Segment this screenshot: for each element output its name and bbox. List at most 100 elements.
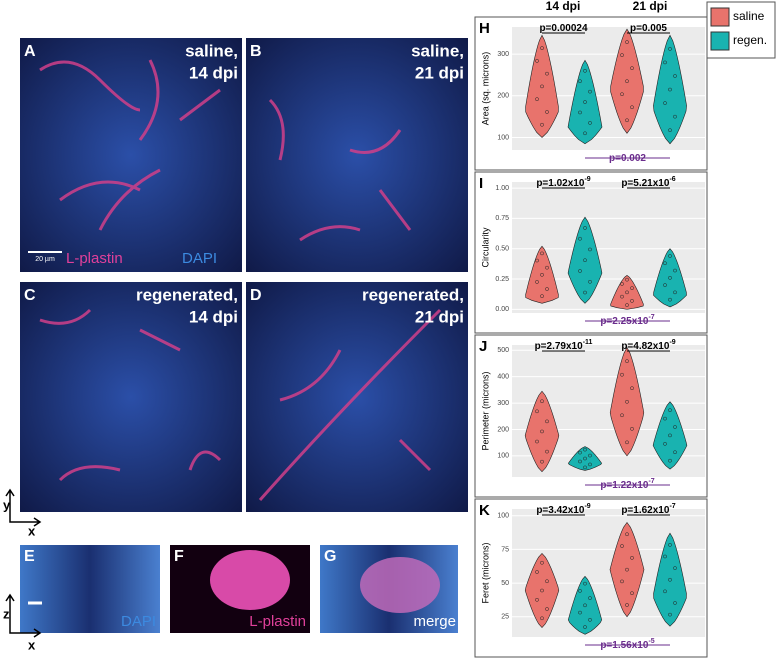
data-point: [625, 567, 629, 572]
panel-caption: 21 dpi: [415, 307, 464, 326]
data-point: [668, 254, 672, 258]
data-point: [630, 386, 634, 391]
data-point: [668, 433, 672, 438]
p-text: p=0.005: [630, 23, 667, 34]
data-point: [583, 131, 587, 136]
data-point: [535, 439, 539, 444]
data-point: [663, 101, 667, 105]
data-point: [630, 591, 634, 596]
data-point: [578, 610, 582, 615]
data-point: [668, 577, 672, 582]
y-tick-label: 75: [501, 546, 509, 553]
data-point: [540, 46, 544, 50]
data-point: [663, 416, 667, 421]
data-point: [668, 87, 672, 92]
p-value: p=0.005: [630, 23, 667, 34]
axis-arrows: [5, 488, 42, 638]
p-exponent: -7: [648, 314, 654, 321]
data-point: [673, 268, 677, 273]
violin: [524, 390, 560, 473]
y-tick-label: 200: [497, 93, 509, 100]
data-point: [588, 247, 592, 252]
y-tick-label: 0.00: [495, 306, 509, 313]
data-point: [625, 532, 629, 537]
data-point: [583, 258, 587, 263]
data-point: [540, 294, 544, 299]
data-point: [588, 89, 592, 94]
data-point: [663, 60, 667, 65]
p-text: p=4.82x10: [621, 341, 670, 352]
data-point: [668, 543, 672, 547]
data-point: [583, 625, 587, 629]
p-text: p=0.002: [609, 153, 646, 164]
data-point: [535, 409, 539, 414]
axis-label: y: [3, 497, 11, 512]
p-value: p=0.00024: [539, 23, 588, 34]
y-axis-label: Feret (microns): [480, 542, 490, 603]
scale-label: 20 µm: [35, 256, 55, 263]
violin: [609, 347, 645, 457]
data-point: [620, 282, 624, 286]
y-tick-label: 0.75: [495, 215, 509, 222]
data-point: [668, 612, 672, 617]
data-point: [545, 579, 549, 584]
y-tick-label: 100: [497, 134, 509, 141]
p-value: p=1.56x10-5: [600, 638, 654, 651]
data-point: [668, 458, 672, 463]
violin: [653, 34, 687, 145]
data-point: [668, 47, 672, 51]
ortho-signal: [210, 550, 290, 610]
data-point: [673, 566, 677, 570]
p-value: p=4.82x10-9: [621, 339, 675, 352]
data-point: [535, 570, 539, 574]
data-point: [578, 589, 582, 593]
data-point: [545, 110, 549, 114]
data-point: [588, 462, 592, 467]
data-point: [625, 40, 629, 44]
data-point: [588, 596, 592, 600]
stain-label: L-plastin: [66, 250, 123, 267]
data-point: [583, 447, 587, 452]
p-exponent: -7: [669, 503, 675, 510]
y-tick-label: 300: [497, 51, 509, 58]
p-value: p=0.002: [609, 153, 646, 164]
data-point: [630, 426, 634, 431]
data-point: [663, 283, 667, 287]
data-point: [578, 110, 582, 115]
panel-letter: J: [479, 338, 487, 355]
ortho-signal: [360, 557, 440, 613]
y-tick-label: 0.25: [495, 276, 509, 283]
data-point: [540, 429, 544, 434]
panel-letter: G: [324, 548, 336, 565]
data-point: [578, 450, 582, 455]
violin: [567, 216, 603, 304]
data-point: [663, 589, 667, 594]
ortho-label: L-plastin: [249, 613, 306, 630]
micrograph: [20, 282, 242, 512]
data-point: [535, 59, 539, 63]
data-point: [625, 290, 629, 295]
data-point: [540, 616, 544, 621]
p-value: p=2.79x10-11: [535, 339, 593, 352]
data-point: [630, 286, 634, 290]
stain-label: DAPI: [182, 250, 217, 267]
panel-letter: D: [250, 287, 262, 304]
p-value: p=1.02x10-9: [536, 176, 590, 189]
p-exponent: -9: [584, 176, 590, 183]
violin: [609, 521, 645, 618]
data-point: [630, 66, 634, 71]
ortho-label: DAPI: [121, 613, 156, 630]
violin: [652, 401, 688, 470]
panel-caption: saline,: [411, 41, 464, 60]
p-value: p=1.62x10-7: [621, 503, 675, 516]
data-point: [535, 280, 539, 284]
violin: [567, 575, 603, 635]
data-point: [578, 459, 582, 464]
p-value: p=3.42x10-9: [536, 503, 590, 516]
p-exponent: -11: [583, 339, 593, 346]
data-point: [625, 303, 629, 307]
violin: [525, 34, 559, 138]
panel-caption: 14 dpi: [189, 63, 238, 82]
data-point: [663, 261, 667, 266]
